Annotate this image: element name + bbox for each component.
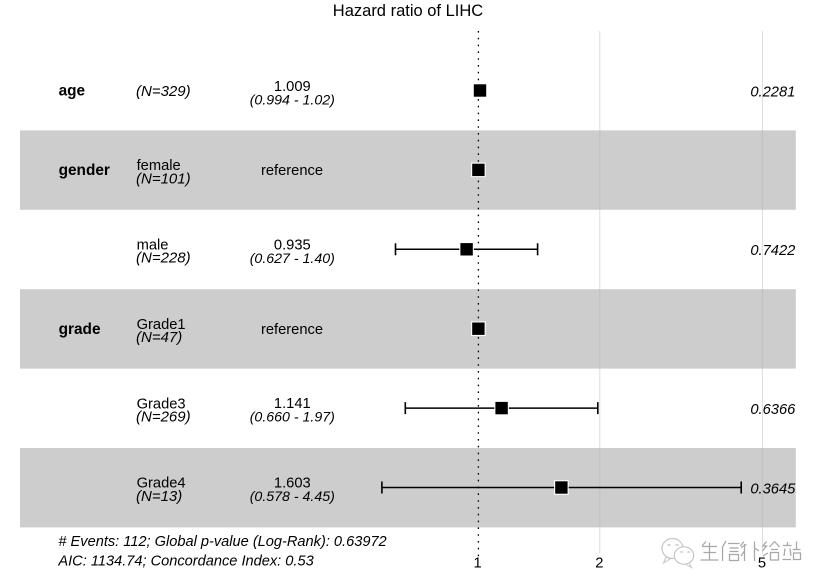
svg-text:0.935: 0.935 [274, 238, 311, 254]
svg-text:5: 5 [758, 556, 766, 572]
svg-text:gender: gender [59, 162, 110, 179]
svg-text:(N=269): (N=269) [136, 409, 191, 426]
svg-text:grade: grade [59, 321, 101, 338]
svg-text:(N=228): (N=228) [136, 250, 191, 267]
svg-text:(N=329): (N=329) [136, 83, 191, 100]
svg-text:0.6366: 0.6366 [750, 402, 796, 418]
svg-text:1: 1 [474, 556, 482, 572]
svg-text:1.009: 1.009 [274, 79, 311, 95]
svg-text:(0.994 - 1.02): (0.994 - 1.02) [250, 93, 335, 109]
svg-text:age: age [59, 83, 86, 100]
svg-text:2: 2 [595, 556, 603, 572]
svg-text:reference: reference [261, 322, 323, 338]
svg-text:0.7422: 0.7422 [750, 243, 795, 259]
svg-text:female: female [137, 158, 181, 174]
svg-text:Hazard ratio of LIHC: Hazard ratio of LIHC [333, 2, 483, 20]
svg-text:0.2281: 0.2281 [750, 84, 795, 100]
svg-text:Grade1: Grade1 [137, 317, 186, 333]
svg-text:0.3645: 0.3645 [750, 481, 796, 497]
svg-text:(0.578 - 4.45): (0.578 - 4.45) [250, 489, 335, 505]
svg-text:(0.627 - 1.40): (0.627 - 1.40) [250, 251, 335, 267]
svg-text:1.603: 1.603 [274, 475, 311, 491]
svg-text:(N=13): (N=13) [136, 488, 182, 505]
svg-text:reference: reference [261, 163, 323, 179]
svg-text:(0.660 - 1.97): (0.660 - 1.97) [250, 409, 335, 425]
svg-text:Grade4: Grade4 [137, 476, 186, 492]
svg-text:(N=47): (N=47) [136, 329, 182, 346]
svg-text:# Events: 112; Global p-value: # Events: 112; Global p-value (Log-Rank)… [58, 534, 386, 550]
svg-text:AIC: 1134.74; Concordance Inde: AIC: 1134.74; Concordance Index: 0.53 [57, 553, 313, 569]
svg-text:male: male [137, 238, 169, 254]
svg-text:(N=101): (N=101) [136, 170, 191, 187]
svg-text:1.141: 1.141 [274, 396, 311, 412]
svg-text:Grade3: Grade3 [137, 396, 186, 412]
